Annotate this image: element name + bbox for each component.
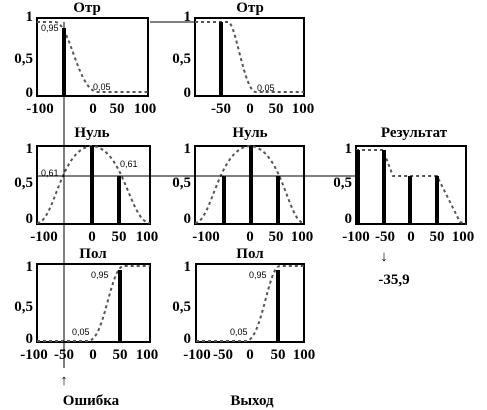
y-tick-0: 0 bbox=[26, 331, 34, 347]
panel-title-otr-input: Отр bbox=[73, 0, 101, 16]
y-tick-0-5: 0,5 bbox=[172, 175, 191, 191]
panel-frame bbox=[36, 263, 151, 343]
panel-title-nul-output: Нуль bbox=[232, 125, 267, 141]
x-tick-0: 0 bbox=[246, 101, 254, 117]
y-tick-0: 0 bbox=[184, 85, 192, 101]
x-tick-m100: -100 bbox=[20, 347, 48, 363]
panel-pol-input: 0,95 0,05 bbox=[36, 263, 151, 343]
x-tick-100: 100 bbox=[292, 101, 315, 117]
x-tick-m100: -100 bbox=[192, 229, 220, 245]
y-tick-0: 0 bbox=[26, 85, 34, 101]
input-arrow-up: ↑ bbox=[60, 373, 68, 389]
y-tick-0: 0 bbox=[184, 211, 192, 227]
x-tick-100: 100 bbox=[291, 229, 314, 245]
value-label-095: 0,95 bbox=[249, 270, 267, 280]
result-value: -35,9 bbox=[378, 272, 409, 288]
y-tick-0-5: 0,5 bbox=[172, 299, 191, 315]
panel-nul-output bbox=[194, 144, 305, 225]
x-tick-0: 0 bbox=[407, 229, 415, 245]
y-tick-1: 1 bbox=[345, 141, 353, 157]
caption-output: Выход bbox=[230, 393, 274, 409]
x-tick-m100: -100 bbox=[183, 347, 211, 363]
value-label-005: 0,05 bbox=[93, 82, 111, 92]
caption-error: Ошибка bbox=[63, 393, 120, 409]
value-label-005: 0,05 bbox=[72, 327, 90, 337]
panel-pol-output: 0,95 0,05 bbox=[195, 263, 305, 343]
x-tick-50: 50 bbox=[271, 347, 286, 363]
x-tick-100: 100 bbox=[136, 229, 159, 245]
value-label-095: 0,95 bbox=[91, 270, 109, 280]
x-tick-50: 50 bbox=[112, 229, 127, 245]
value-label-061: 0,61 bbox=[120, 159, 138, 169]
membership-curve-otr bbox=[195, 21, 304, 93]
x-tick-m50: -50 bbox=[375, 229, 395, 245]
x-tick-0: 0 bbox=[89, 347, 97, 363]
x-tick-50: 50 bbox=[269, 101, 284, 117]
panel-frame bbox=[194, 17, 305, 97]
panel-nul-input: 0,61 0,61 bbox=[36, 144, 151, 225]
x-tick-0: 0 bbox=[246, 229, 254, 245]
x-tick-50: 50 bbox=[113, 347, 128, 363]
panel-otr-output: 0,05 bbox=[194, 17, 305, 97]
x-tick-0: 0 bbox=[89, 101, 97, 117]
x-tick-m50: -50 bbox=[211, 101, 231, 117]
panel-title-result: Результат bbox=[381, 125, 448, 141]
x-tick-100: 100 bbox=[136, 347, 159, 363]
x-tick-m100: -100 bbox=[30, 229, 58, 245]
x-tick-m100: -100 bbox=[26, 101, 54, 117]
result-arrow-down: ↓ bbox=[380, 249, 388, 265]
y-tick-1: 1 bbox=[184, 259, 192, 275]
panel-result bbox=[355, 145, 467, 225]
y-tick-0: 0 bbox=[184, 331, 192, 347]
y-tick-0: 0 bbox=[26, 211, 34, 227]
x-tick-50: 50 bbox=[110, 101, 125, 117]
y-tick-1: 1 bbox=[184, 9, 192, 25]
y-tick-0-5: 0,5 bbox=[14, 51, 33, 67]
x-tick-50: 50 bbox=[269, 229, 284, 245]
value-label-005: 0,05 bbox=[257, 83, 275, 93]
panel-frame bbox=[195, 263, 305, 343]
value-label-005: 0,05 bbox=[230, 327, 248, 337]
x-tick-100: 100 bbox=[134, 101, 157, 117]
x-tick-0: 0 bbox=[246, 347, 254, 363]
panel-title-pol-input: Пол bbox=[79, 246, 107, 262]
membership-curve-nul bbox=[36, 144, 151, 224]
y-tick-1: 1 bbox=[26, 9, 34, 25]
y-tick-0-5: 0,5 bbox=[14, 175, 33, 191]
panel-title-pol-output: Пол bbox=[236, 246, 264, 262]
panel-title-nul-input: Нуль bbox=[74, 125, 109, 141]
panel-otr-input: 0,95 0,05 bbox=[36, 17, 149, 97]
y-tick-1: 1 bbox=[26, 141, 34, 157]
x-tick-m50: -50 bbox=[213, 347, 233, 363]
y-tick-0-5: 0,5 bbox=[14, 299, 33, 315]
value-label-095: 0,95 bbox=[41, 23, 59, 33]
y-tick-0-5: 0,5 bbox=[172, 51, 191, 67]
y-tick-0: 0 bbox=[345, 211, 353, 227]
x-tick-100: 100 bbox=[452, 229, 475, 245]
x-tick-50: 50 bbox=[430, 229, 445, 245]
membership-curve-otr bbox=[37, 21, 148, 93]
value-label-061: 0,61 bbox=[41, 168, 59, 178]
membership-curve-pol bbox=[196, 265, 304, 342]
x-tick-0: 0 bbox=[88, 229, 96, 245]
x-tick-100: 100 bbox=[293, 347, 316, 363]
y-tick-1: 1 bbox=[184, 141, 192, 157]
y-tick-1: 1 bbox=[26, 259, 34, 275]
y-tick-0-5: 0,5 bbox=[333, 175, 352, 191]
panel-title-otr-output: Отр bbox=[236, 0, 264, 16]
x-tick-m100: -100 bbox=[342, 229, 370, 245]
panel-frame bbox=[36, 17, 149, 97]
